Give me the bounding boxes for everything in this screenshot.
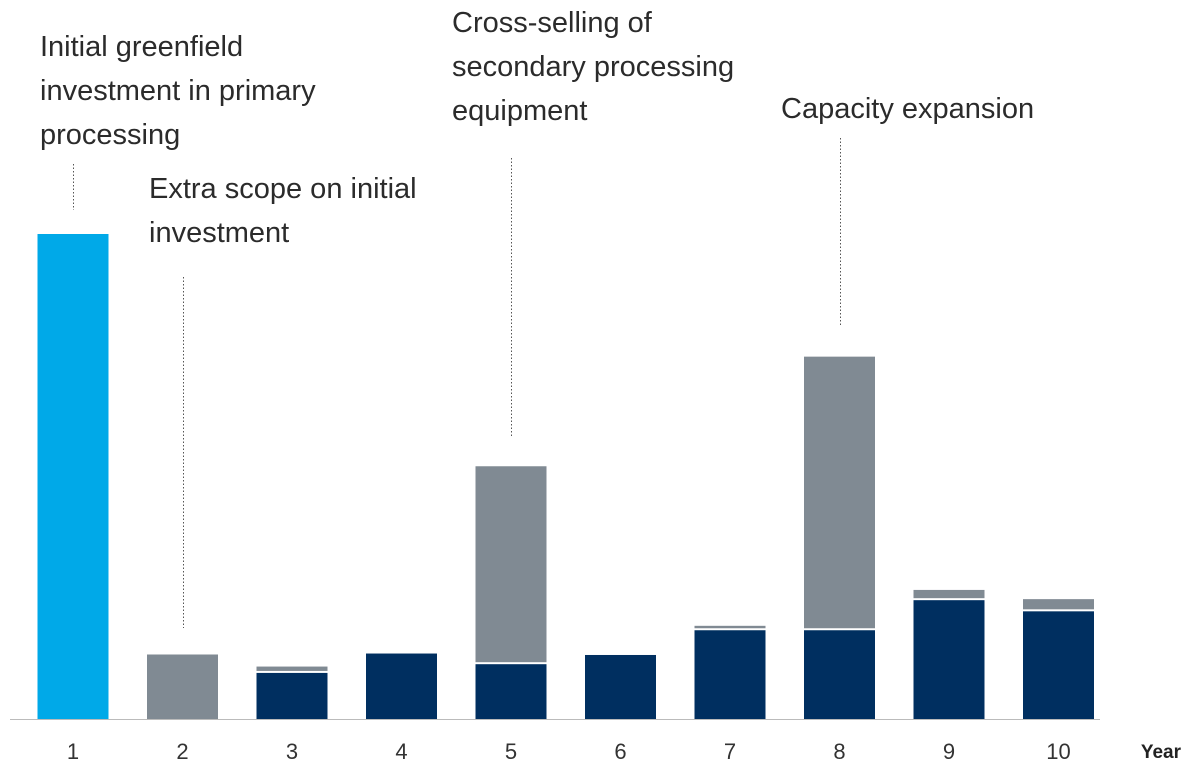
annotation-5-line-2: equipment bbox=[452, 95, 587, 127]
x-tick-labels: 1 2 3 4 5 6 7 8 9 10 bbox=[67, 739, 1071, 764]
x-tick-label-6: 6 bbox=[614, 739, 626, 764]
x-tick-label-9: 9 bbox=[943, 739, 955, 764]
x-tick-label-8: 8 bbox=[833, 739, 845, 764]
bar-segment-10-1 bbox=[1023, 611, 1094, 719]
x-tick-label-4: 4 bbox=[395, 739, 407, 764]
x-tick-label-5: 5 bbox=[505, 739, 517, 764]
annotation-5: Cross-selling of secondary processing equi… bbox=[452, 7, 734, 127]
annotation-5-line-0: Cross-selling of bbox=[452, 7, 653, 39]
bar-segment-1-0 bbox=[37, 234, 109, 719]
bar-segment-4-1 bbox=[366, 653, 437, 719]
bar-segment-7-1 bbox=[694, 630, 766, 719]
annotation-8-line-0: Capacity expansion bbox=[781, 93, 1034, 125]
bar-segment-2-2 bbox=[147, 654, 218, 719]
bar-segment-9-1 bbox=[913, 600, 985, 719]
annotation-2: Extra scope on initial investment bbox=[149, 173, 417, 249]
bar-segment-9-2 bbox=[913, 589, 985, 599]
bar-segment-10-2 bbox=[1023, 599, 1094, 610]
x-tick-label-3: 3 bbox=[286, 739, 298, 764]
bar-segment-3-1 bbox=[256, 672, 328, 719]
annotation-1-line-2: processing bbox=[40, 119, 180, 151]
annotation-2-line-0: Extra scope on initial bbox=[149, 173, 417, 205]
bar-segment-8-1 bbox=[804, 630, 875, 719]
bar-segment-5-1 bbox=[475, 664, 547, 719]
x-tick-label-1: 1 bbox=[67, 739, 79, 764]
annotation-1-line-0: Initial greenfield bbox=[40, 31, 243, 63]
x-tick-label-7: 7 bbox=[724, 739, 736, 764]
annotation-1-line-1: investment in primary bbox=[40, 75, 316, 107]
bar-segment-6-1 bbox=[585, 654, 656, 719]
bar-segment-7-2 bbox=[694, 625, 766, 629]
x-tick-label-10: 10 bbox=[1046, 739, 1070, 764]
annotation-5-line-1: secondary processing bbox=[452, 51, 734, 83]
bar-segment-3-2 bbox=[256, 666, 328, 671]
annotation-1: Initial greenfield investment in primary p… bbox=[40, 31, 316, 151]
annotations: Initial greenfield investment in primary p… bbox=[40, 7, 1034, 628]
x-tick-label-2: 2 bbox=[176, 739, 188, 764]
x-axis-label: Year bbox=[1141, 742, 1182, 763]
bar-segment-8-2 bbox=[804, 356, 875, 629]
bar-segment-5-2 bbox=[475, 466, 547, 663]
bars bbox=[37, 234, 1094, 719]
annotation-8: Capacity expansion bbox=[781, 93, 1034, 125]
annotation-2-line-1: investment bbox=[149, 217, 289, 249]
